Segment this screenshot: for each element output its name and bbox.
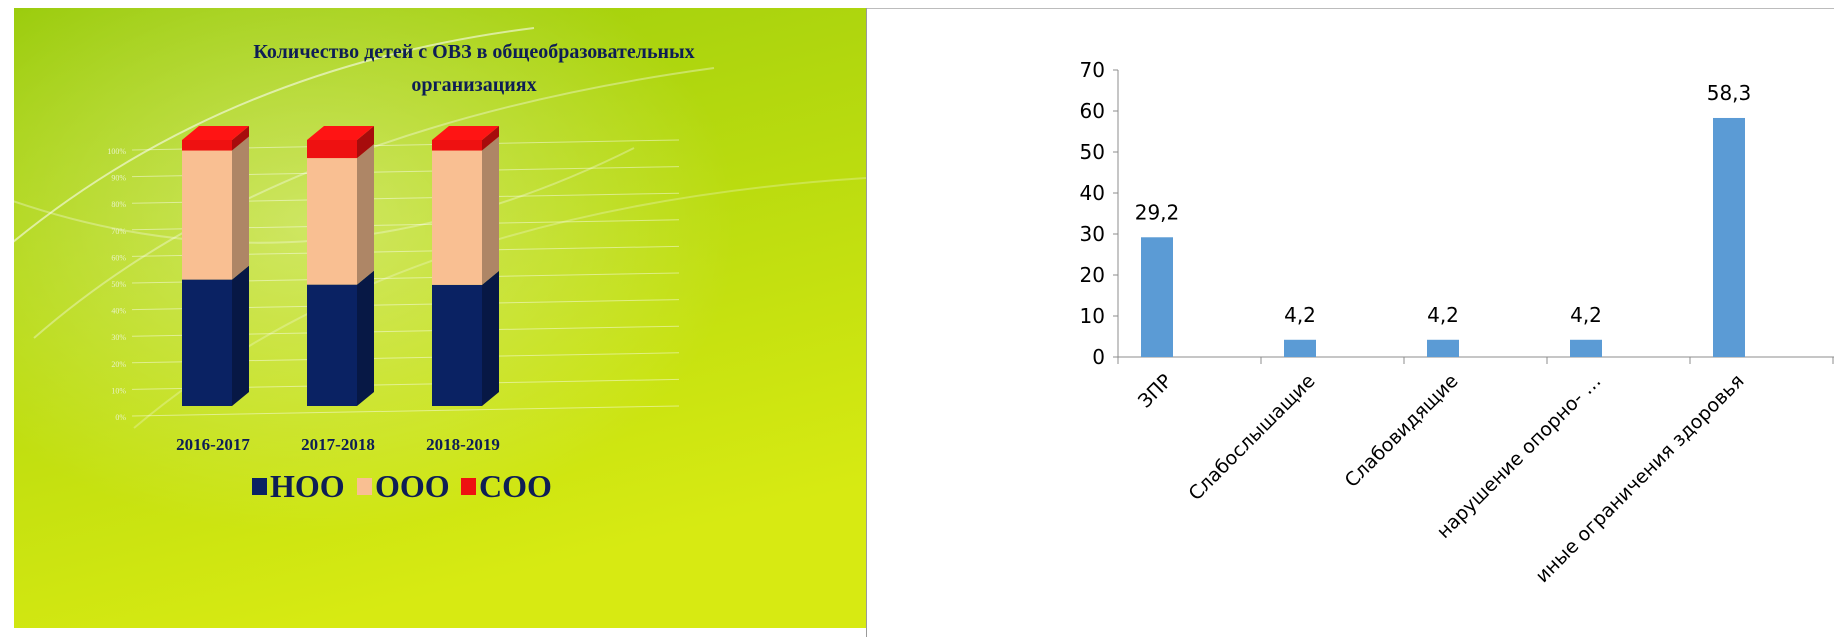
right-y-tick-label: 30 [1080,222,1105,246]
stacked-bar-segment-ООО-2017-2018 [307,158,357,285]
left-chart-panel: Количество детей с ОВЗ в общеобразовател… [14,8,866,628]
stacked-bar-segment-СОО-2016-2017 [182,140,232,151]
stacked-bar-side-СОО-2017-2018 [357,126,374,159]
right-data-label: 29,2 [1135,200,1180,224]
right-bar-иные ограничения здоровья [1713,117,1745,357]
left-chart-title-line-2: организациях [411,74,536,96]
left-y-tick-label: 20% [111,360,126,369]
stacked-bar-top-2016-2017 [182,126,249,140]
left-category-label: 2016-2017 [176,435,250,454]
stacked-bar-segment-ООО-2016-2017 [182,150,232,280]
left-stacked-chart: Количество детей с ОВЗ в общеобразовател… [14,8,866,628]
right-bar-Слабослышащие [1284,339,1316,357]
stacked-bar-segment-ООО-2018-2019 [432,150,482,285]
left-category-label: 2017-2018 [301,435,375,454]
stacked-bar-top-2017-2018 [307,126,374,140]
stacked-bar-side-НОО-2018-2019 [482,270,499,406]
right-y-tick-label: 10 [1080,304,1105,328]
right-data-label: 58,3 [1707,81,1752,105]
right-y-tick-label: 40 [1080,181,1105,205]
right-category-label: нарушение опорно- … [1433,370,1606,543]
legend-label-НОО: НОО [270,468,345,504]
left-y-tick-label: 0% [115,413,126,422]
panel-divider [866,8,867,637]
stacked-bar-side-СОО-2016-2017 [232,126,249,151]
right-panel-border [867,8,1834,9]
left-y-tick-label: 60% [111,253,126,262]
left-y-tick-label: 90% [111,174,126,183]
stacked-bar-side-ООО-2017-2018 [357,144,374,285]
stacked-bar-side-ООО-2016-2017 [232,136,249,280]
right-y-tick-label: 20 [1080,263,1105,287]
legend-swatch-ООО [357,478,372,495]
stacked-bar-side-НОО-2017-2018 [357,270,374,406]
left-category-label: 2018-2019 [426,435,500,454]
right-y-tick-label: 50 [1080,140,1105,164]
right-data-label: 4,2 [1570,303,1602,327]
stacked-bar-top-2018-2019 [432,126,499,140]
right-y-tick-label: 0 [1092,345,1105,369]
left-y-tick-label: 70% [111,227,126,236]
right-bar-нарушение опорно- … [1570,339,1602,357]
stacked-bar-segment-НОО-2018-2019 [432,284,482,406]
stacked-bar-side-СОО-2018-2019 [482,126,499,151]
right-category-label: ЗПР [1134,370,1176,412]
stacked-bar-segment-НОО-2016-2017 [182,279,232,406]
legend-swatch-НОО [252,478,267,495]
stacked-bar-side-ООО-2018-2019 [482,136,499,285]
right-y-tick-label: 60 [1080,99,1105,123]
left-y-tick-label: 80% [111,200,126,209]
stacked-bar-segment-СОО-2017-2018 [307,140,357,159]
right-bar-Слабовидящие [1427,339,1459,357]
stacked-bar-segment-НОО-2017-2018 [307,284,357,406]
left-gridline [131,405,680,417]
stacked-bar-segment-СОО-2018-2019 [432,140,482,151]
right-category-label: Слабовидящие [1341,370,1463,492]
left-chart-title-line-1: Количество детей с ОВЗ в общеобразовател… [253,41,694,63]
left-y-tick-label: 40% [111,307,126,316]
left-y-tick-label: 10% [111,386,126,395]
legend-swatch-СОО [461,478,476,495]
right-bar-ЗПР [1141,237,1173,357]
stacked-bar-side-НОО-2016-2017 [232,265,249,406]
right-data-label: 4,2 [1427,303,1459,327]
right-y-tick-label: 70 [1080,58,1105,82]
legend-label-СОО: СОО [479,468,552,504]
right-data-label: 4,2 [1284,303,1316,327]
right-category-label: Слабослышащие [1185,370,1320,505]
left-y-tick-label: 50% [111,280,126,289]
legend-label-ООО: ООО [375,468,450,504]
left-y-tick-label: 30% [111,333,126,342]
left-y-tick-label: 100% [107,147,126,156]
